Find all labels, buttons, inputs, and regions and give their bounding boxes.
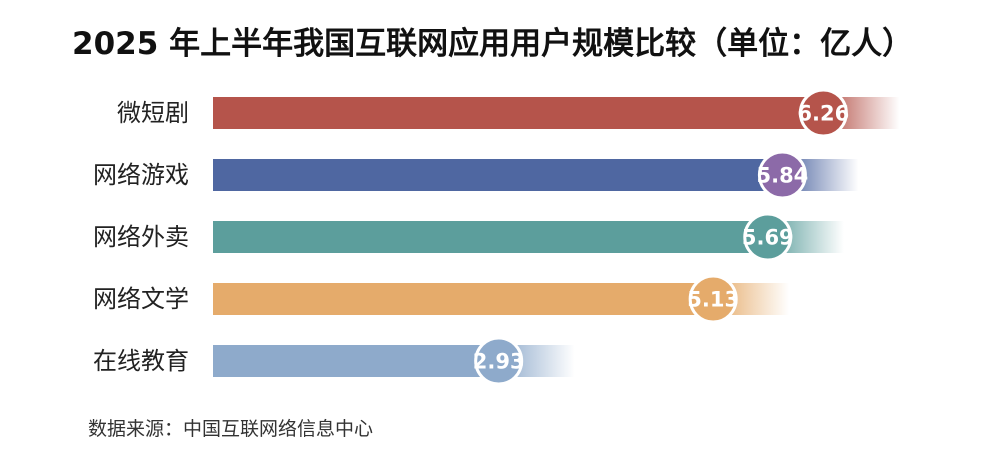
data-label: 5.84 [756,164,808,188]
value-badge [757,150,807,200]
chart-title: 2025 年上半年我国互联网应用用户规模比较（单位：亿人） [72,26,914,62]
bar [213,221,768,253]
bar [213,283,714,315]
bar-group: 在线教育 2.93 [93,336,575,386]
category-label: 微短剧 [117,99,189,127]
value-badge [688,274,738,324]
bar [213,345,499,377]
bar-group: 网络文学 5.13 [93,274,790,324]
data-label: 5.69 [742,226,794,250]
data-label: 2.93 [473,350,525,374]
data-label: 5.13 [687,288,739,312]
source-note: 数据来源：中国互联网络信息中心 [88,418,374,440]
category-label: 网络游戏 [93,161,189,189]
bar [213,97,824,129]
bar [213,159,783,191]
category-label: 在线教育 [93,347,189,375]
value-badge [743,212,793,262]
bar-group: 微短剧 6.26 [117,88,900,138]
category-label: 网络文学 [93,285,189,313]
category-label: 网络外卖 [93,223,189,251]
value-badge [798,88,848,138]
bar-group: 网络外卖 5.69 [93,212,844,262]
data-label: 6.26 [797,102,849,126]
value-badge [474,336,524,386]
bar-group: 网络游戏 5.84 [93,150,859,200]
